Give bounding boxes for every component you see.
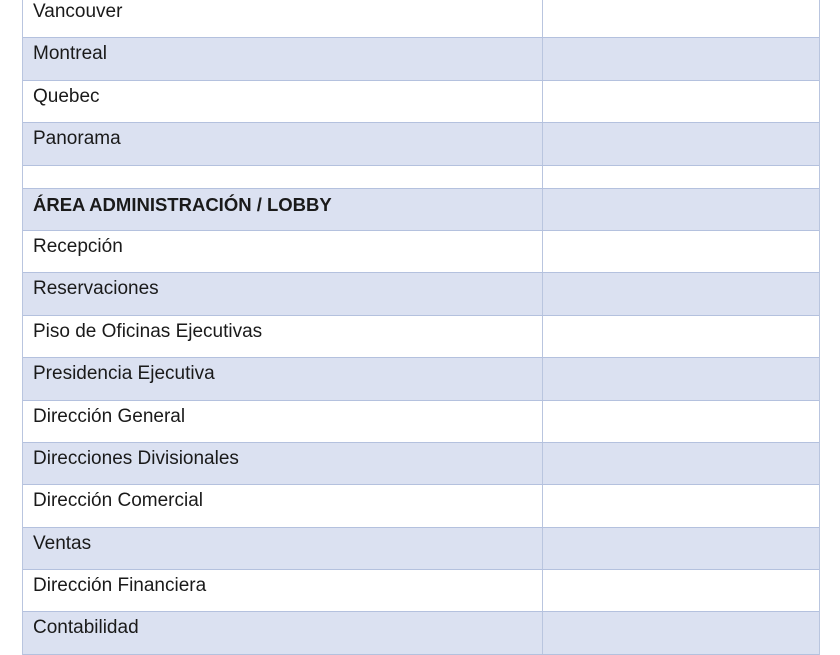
area-name-cell: Dirección General — [23, 400, 543, 442]
value-cell[interactable] — [543, 231, 819, 272]
value-cell[interactable] — [543, 316, 819, 357]
area-name-cell: Vancouver — [23, 0, 543, 38]
value-cell[interactable] — [543, 485, 819, 526]
table-row: Piso de Oficinas Ejecutivas — [23, 315, 819, 359]
table-row: Panorama — [23, 123, 819, 166]
area-name-cell: ÁREA ADMINISTRACIÓN / LOBBY — [23, 188, 543, 230]
area-name-cell: Contabilidad — [23, 612, 543, 654]
areas-table: Vancouver Montreal Quebec Panorama ÁREA ADMI… — [22, 0, 820, 655]
area-name-cell: Piso de Oficinas Ejecutivas — [23, 315, 543, 358]
area-name-cell: Ventas — [23, 527, 543, 570]
value-cell[interactable] — [543, 273, 819, 314]
area-name-cell: Panorama — [23, 123, 543, 165]
spacer-row — [23, 165, 819, 189]
table-row: Presidencia Ejecutiva — [23, 358, 819, 401]
table-row: Direcciones Divisionales — [23, 442, 819, 486]
value-cell[interactable] — [543, 401, 819, 442]
area-name-cell: Recepción — [23, 230, 543, 273]
table-row: Recepción — [23, 230, 819, 274]
value-cell[interactable] — [543, 166, 819, 188]
value-cell[interactable] — [543, 612, 819, 653]
value-cell[interactable] — [543, 189, 819, 230]
table-row: Reservaciones — [23, 273, 819, 316]
area-name-cell: Presidencia Ejecutiva — [23, 358, 543, 400]
value-cell[interactable] — [543, 0, 819, 37]
value-cell[interactable] — [543, 123, 819, 164]
section-header-row: ÁREA ADMINISTRACIÓN / LOBBY — [23, 188, 819, 231]
table-row: Vancouver — [23, 0, 819, 39]
value-cell[interactable] — [543, 570, 819, 611]
value-cell[interactable] — [543, 358, 819, 399]
table-row: Ventas — [23, 527, 819, 571]
area-name-cell: Montreal — [23, 38, 543, 80]
table-row: Dirección Financiera — [23, 570, 819, 613]
area-name-cell: Quebec — [23, 80, 543, 123]
area-name-cell: Direcciones Divisionales — [23, 442, 543, 485]
value-cell[interactable] — [543, 38, 819, 79]
table-row: Dirección Comercial — [23, 485, 819, 528]
table-row: Quebec — [23, 80, 819, 124]
area-name-cell: Reservaciones — [23, 273, 543, 315]
table-row: Contabilidad — [23, 612, 819, 655]
value-cell[interactable] — [543, 443, 819, 484]
area-name-cell — [23, 165, 543, 188]
value-cell[interactable] — [543, 528, 819, 569]
value-cell[interactable] — [543, 81, 819, 122]
table-row: Montreal — [23, 38, 819, 81]
area-name-cell: Dirección Financiera — [23, 570, 543, 612]
area-name-cell: Dirección Comercial — [23, 485, 543, 527]
table-row: Dirección General — [23, 400, 819, 443]
